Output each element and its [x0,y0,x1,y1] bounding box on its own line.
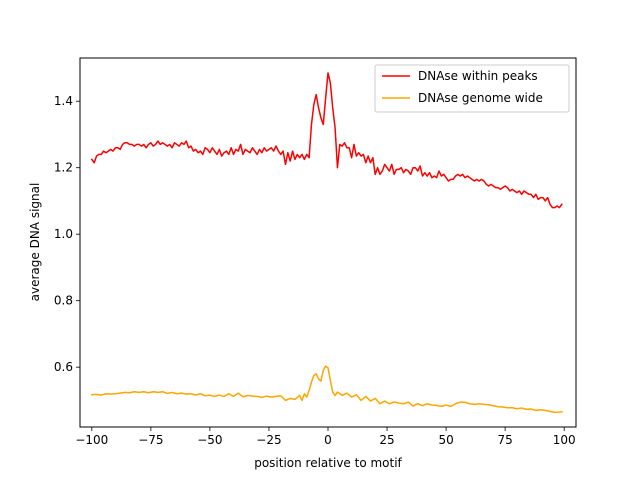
x-tick-label: 75 [498,433,513,447]
x-tick-label: 50 [438,433,453,447]
x-tick-label: 25 [379,433,394,447]
series-line-0 [90,72,563,209]
y-tick-label: 1.2 [54,161,73,175]
y-tick-label: 1.4 [54,94,73,108]
x-tick-label: 0 [324,433,332,447]
x-tick-label: −50 [197,433,222,447]
x-tick-label: −100 [75,433,108,447]
x-tick-label: −25 [256,433,281,447]
legend-label-0: DNAse within peaks [418,69,538,83]
y-tick-label: 0.6 [54,360,73,374]
series-line-1 [91,365,563,414]
y-axis: 0.6 0.8 1.0 1.2 1.4 [54,94,80,374]
legend-label-1: DNAse genome wide [418,91,543,105]
legend: DNAse within peaks DNAse genome wide [374,64,570,113]
y-tick-label: 1.0 [54,227,73,241]
y-axis-label: average DNA signal [28,183,42,302]
legend-box [374,64,570,113]
y-tick-label: 0.8 [54,294,73,308]
x-axis-label: position relative to motif [254,456,402,470]
x-tick-label: −75 [138,433,163,447]
x-axis: −100 −75 −50 −25 0 25 50 75 100 [75,427,576,447]
plot-lines [90,72,563,414]
x-tick-label: 100 [553,433,576,447]
